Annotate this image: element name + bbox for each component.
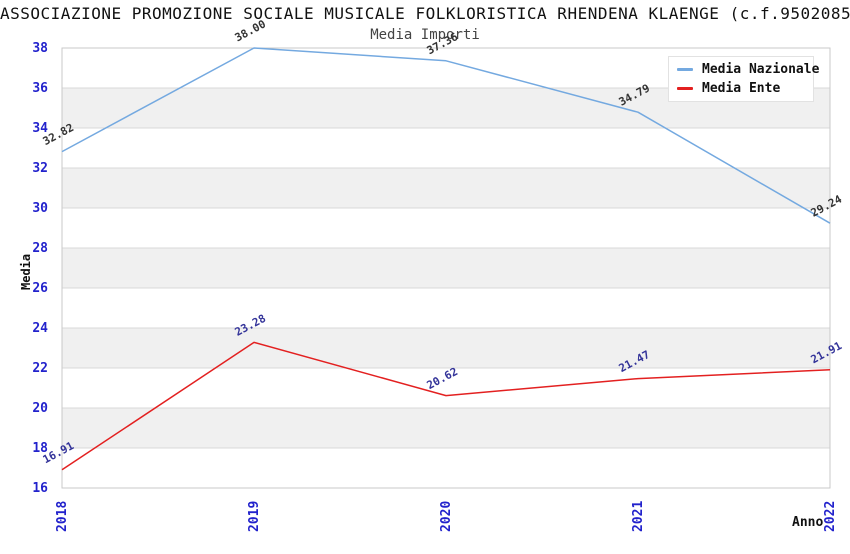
y-tick-label: 34 — [32, 121, 48, 136]
grid-band — [62, 168, 830, 208]
point-label: 20.62 — [425, 365, 460, 392]
grid-band — [62, 248, 830, 288]
series-line-media-ente — [61, 341, 831, 471]
y-axis-title: Media — [19, 254, 33, 290]
y-tick-label: 30 — [32, 201, 48, 216]
y-tick-label: 20 — [32, 401, 48, 416]
y-tick-label: 16 — [32, 481, 48, 496]
plot-border — [61, 47, 831, 489]
series-line-media-nazionale — [61, 47, 831, 224]
grid-band — [62, 408, 830, 448]
page-title: ASSOCIAZIONE PROMOZIONE SOCIALE MUSICALE… — [0, 4, 850, 23]
legend-label: Media Ente — [702, 80, 781, 96]
y-tick-label: 28 — [32, 241, 48, 256]
x-axis-title: Anno — [792, 515, 823, 530]
legend-swatch-ente-icon — [677, 86, 693, 90]
x-tick-label: 2020 — [439, 501, 454, 532]
chart-title: Media Importi — [370, 27, 480, 43]
x-tick-label: 2021 — [631, 501, 646, 532]
legend-swatch-nazionale-icon — [677, 68, 693, 72]
y-tick-label: 18 — [32, 441, 48, 456]
legend-label: Media Nazionale — [702, 62, 820, 78]
legend-item-media-ente: Media Ente — [677, 81, 805, 96]
x-tick-label: 2018 — [55, 501, 70, 532]
y-tick-label: 26 — [32, 281, 48, 296]
x-tick-label: 2022 — [823, 501, 838, 532]
y-tick-label: 22 — [32, 361, 48, 376]
legend-item-media-nazionale: Media Nazionale — [677, 62, 819, 77]
x-tick-label: 2019 — [247, 501, 262, 532]
y-tick-label: 24 — [32, 321, 48, 336]
point-label: 37.36 — [425, 30, 461, 57]
y-tick-label: 32 — [32, 161, 48, 176]
y-tick-label: 38 — [32, 41, 48, 56]
y-tick-label: 36 — [32, 81, 48, 96]
chart-legend: Media Nazionale Media Ente — [668, 56, 819, 102]
grid-band — [62, 328, 830, 368]
point-label: 38.00 — [233, 17, 268, 44]
